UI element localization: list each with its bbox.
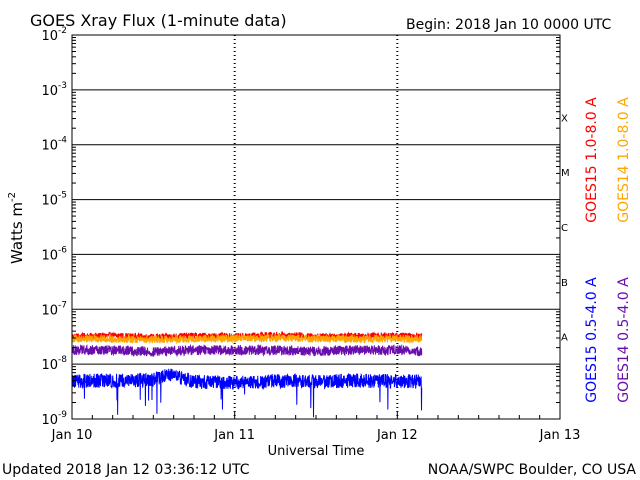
y-tick-base: 10 [41, 248, 58, 263]
series-line [71, 331, 423, 342]
y-axis-label-text: Watts m [8, 202, 26, 264]
legend: GOES15 1.0-8.0 A GOES14 1.0-8.0 A GOES15 0… [584, 97, 632, 403]
begin-label: Begin: 2018 Jan 10 0000 UTC [406, 17, 611, 33]
x-axis-label: Universal Time [268, 444, 365, 459]
y-tick-base: 10 [41, 194, 58, 209]
chart-title: GOES Xray Flux (1-minute data) [30, 11, 287, 30]
series-line [71, 368, 423, 418]
flare-class-label: X [561, 113, 568, 124]
series-line [71, 333, 423, 345]
y-tick-exponent: -4 [58, 136, 67, 146]
y-tick-base: 10 [41, 413, 58, 428]
y-tick-exponent: -8 [58, 355, 67, 365]
legend-entry: GOES14 0.5-4.0 A [616, 277, 632, 403]
y-tick-label: 10-7 [41, 300, 67, 318]
y-tick-exponent: -2 [58, 26, 67, 36]
flare-class-label: B [561, 278, 568, 289]
flare-class-label: C [561, 223, 568, 234]
y-tick-exponent: -9 [58, 410, 67, 420]
y-tick-exponent: -7 [58, 300, 67, 310]
credit-label: NOAA/SWPC Boulder, CO USA [428, 462, 637, 478]
y-tick-exponent: -5 [58, 191, 67, 201]
y-axis-label-exponent: -2 [7, 192, 18, 202]
y-tick-labels: 10-210-310-410-510-610-710-810-9 [41, 26, 67, 428]
legend-entry: GOES15 0.5-4.0 A [584, 277, 600, 403]
x-tick-label: Jan 13 [539, 428, 581, 443]
y-tick-base: 10 [41, 29, 58, 44]
data-series [71, 331, 423, 418]
grid-lines [72, 34, 560, 420]
legend-entry: GOES14 1.0-8.0 A [616, 97, 632, 223]
flare-class-label: A [561, 333, 568, 344]
y-tick-base: 10 [41, 84, 58, 99]
x-tick-label: Jan 12 [376, 428, 418, 443]
series-line [71, 343, 423, 358]
y-tick-label: 10-2 [41, 26, 67, 44]
y-tick-base: 10 [41, 303, 58, 318]
y-tick-label: 10-3 [41, 81, 67, 99]
y-tick-exponent: -3 [58, 81, 67, 91]
y-tick-label: 10-9 [41, 410, 67, 428]
y-tick-label: 10-5 [41, 191, 67, 209]
y-tick-label: 10-4 [41, 136, 67, 154]
y-axis-label: Watts m-2 [7, 192, 26, 264]
legend-entry: GOES15 1.0-8.0 A [584, 97, 600, 223]
y-tick-label: 10-6 [41, 245, 67, 263]
y-tick-base: 10 [41, 139, 58, 154]
axis-marks [71, 37, 561, 419]
y-tick-base: 10 [41, 358, 58, 373]
flare-class-label: M [561, 168, 570, 179]
x-tick-label: Jan 10 [51, 428, 93, 443]
updated-label: Updated 2018 Jan 12 03:36:12 UTC [2, 462, 250, 478]
x-tick-label: Jan 11 [213, 428, 255, 443]
y-tick-label: 10-8 [41, 355, 67, 373]
plot-frame [71, 34, 561, 420]
x-tick-labels: Jan 10 Jan 11 Jan 12 Jan 13 [51, 428, 581, 443]
y-tick-exponent: -6 [58, 245, 67, 255]
flare-class-labels: X M C B A [561, 113, 570, 343]
